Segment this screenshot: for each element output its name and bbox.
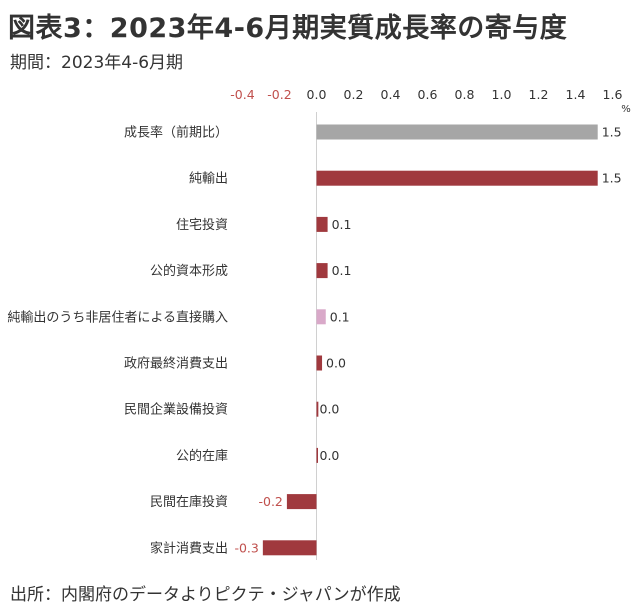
x-tick-label: 1.4	[566, 87, 586, 102]
x-tick-label: 0.6	[418, 87, 438, 102]
category-label: 純輸出	[189, 172, 228, 187]
category-label: 民間在庫投資	[150, 494, 228, 510]
chart-subtitle: 期間：2023年4-6月期	[10, 53, 184, 73]
category-label: 住宅投資	[176, 217, 228, 233]
category-label: 政府最終消費支出	[124, 356, 228, 372]
x-tick-label: 1.0	[492, 87, 512, 102]
value-label: -0.2	[259, 494, 283, 509]
bar	[316, 216, 328, 232]
x-tick-label: 0.0	[307, 87, 327, 102]
chart-title: 図表3：2023年4-6月期実質成長率の寄与度	[8, 13, 568, 44]
x-tick-label: 0.2	[344, 87, 364, 102]
bar	[316, 401, 319, 417]
x-tick-label: -0.4	[230, 87, 254, 102]
category-label: 公的資本形成	[150, 263, 228, 279]
bar	[316, 170, 598, 186]
category-label: 家計消費支出	[150, 540, 228, 556]
category-label: 民間企業設備投資	[124, 402, 228, 418]
value-label: 0.0	[320, 448, 340, 463]
bar	[316, 355, 323, 371]
category-label: 成長率（前期比）	[124, 125, 228, 141]
x-axis-ticks: -0.4 -0.2 0.0 0.2 0.4 0.6 0.8 1.0 1.2 1.4 1.6	[230, 87, 622, 102]
x-tick-label: 0.8	[455, 87, 475, 102]
x-tick-label: 0.4	[381, 87, 401, 102]
bar	[316, 447, 318, 463]
x-tick-label: 1.2	[529, 87, 549, 102]
category-label: 純輸出のうち非居住者による直接購入	[7, 309, 228, 325]
bar	[316, 124, 598, 140]
bar	[286, 494, 317, 510]
value-label: 0.1	[332, 263, 352, 278]
x-tick-label: 1.6	[603, 87, 623, 102]
bar	[316, 263, 328, 279]
bar	[262, 540, 317, 556]
value-label: 1.5	[602, 125, 622, 140]
source-note: 出所：内閣府のデータよりピクテ・ジャパンが作成	[10, 585, 401, 605]
value-label: 0.0	[320, 402, 340, 417]
bar	[316, 309, 326, 325]
value-label: 0.1	[332, 217, 352, 232]
value-label: -0.3	[234, 540, 258, 555]
category-label: 公的在庫	[176, 448, 228, 464]
value-label: 1.5	[602, 171, 622, 186]
x-tick-label: -0.2	[267, 87, 291, 102]
chart-rows: 成長率（前期比） 1.5 純輸出 1.5 住宅投資 0.1 公的資本形成 0.1 純輸出のうち非…	[7, 124, 622, 556]
value-label: 0.1	[330, 309, 350, 324]
x-axis-unit: %	[621, 104, 631, 115]
value-label: 0.0	[326, 356, 346, 371]
